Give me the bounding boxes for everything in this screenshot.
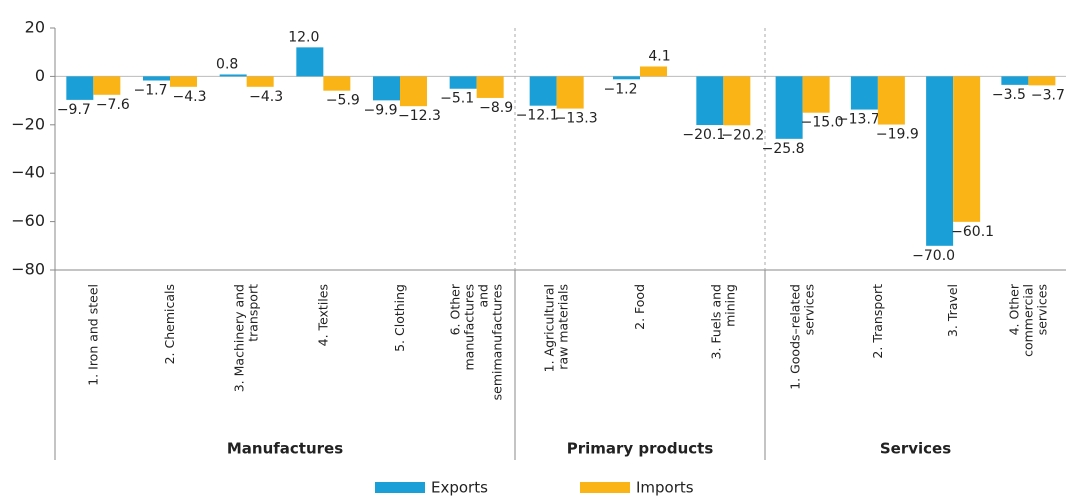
data-label: −9.9 — [364, 102, 398, 118]
y-tick-label: −40 — [11, 163, 45, 182]
bar — [850, 76, 878, 110]
x-tick-label: 5. Clothing — [392, 284, 407, 352]
bar — [529, 76, 557, 106]
y-tick-label: 20 — [25, 18, 45, 37]
legend-swatch — [580, 482, 630, 493]
bar — [400, 76, 427, 107]
bar — [449, 76, 477, 89]
bar — [143, 76, 170, 81]
data-label: −9.7 — [57, 102, 91, 118]
data-label: −3.5 — [992, 87, 1026, 103]
group-label: Manufactures — [227, 440, 343, 458]
data-label: −7.6 — [96, 97, 130, 113]
data-label: −15.0 — [801, 115, 844, 131]
bar — [953, 76, 981, 222]
bar — [373, 76, 400, 101]
x-tick-label: 2. Food — [632, 284, 647, 330]
bar — [246, 76, 274, 87]
y-tick-label: −60 — [11, 211, 45, 230]
data-label: 12.0 — [288, 29, 319, 45]
data-label: −1.7 — [134, 83, 168, 99]
data-label: −4.3 — [173, 89, 207, 105]
x-tick-label: 4. Textiles — [315, 284, 330, 346]
data-label: −60.1 — [951, 224, 994, 240]
group-label: Primary products — [567, 440, 714, 458]
data-label: −20.2 — [721, 127, 764, 143]
x-tick-label: 2. Chemicals — [162, 284, 177, 364]
group-label: Services — [880, 440, 951, 458]
bar — [219, 74, 247, 77]
bar — [613, 76, 640, 80]
data-label: −13.3 — [555, 111, 598, 127]
bar — [476, 76, 504, 98]
data-label: −8.9 — [479, 100, 513, 116]
bar — [170, 76, 197, 87]
data-label: −5.1 — [440, 91, 474, 107]
y-tick-label: 0 — [35, 66, 45, 85]
bar — [926, 76, 954, 246]
data-label: −5.9 — [326, 93, 360, 109]
x-tick-label: 6. Othermanufacturesandsemimanufactures — [447, 283, 504, 400]
data-label: −25.8 — [762, 141, 805, 157]
x-tick-label: 4. Othercommercialservices — [1006, 283, 1049, 357]
bar — [640, 66, 667, 77]
data-label: −20.1 — [682, 127, 725, 143]
legend-swatch — [375, 482, 425, 493]
data-label: −12.1 — [516, 108, 559, 124]
x-tick-label: 3. Machinery andtransport — [231, 284, 260, 392]
legend-label: Imports — [636, 479, 694, 497]
data-label: −4.3 — [249, 89, 283, 105]
x-tick-label: 1. Goods–relatedservices — [787, 284, 816, 390]
legend-label: Exports — [431, 479, 488, 497]
data-label: 4.1 — [648, 48, 670, 64]
y-tick-label: −80 — [11, 260, 45, 279]
bar — [1001, 76, 1029, 85]
bar — [1028, 76, 1056, 86]
bar — [696, 76, 724, 126]
data-label: −13.7 — [837, 112, 880, 128]
bar — [323, 76, 351, 91]
bar — [775, 76, 803, 139]
x-tick-label: 2. Transport — [869, 284, 884, 359]
x-tick-label: 1. Agriculturalraw materials — [541, 284, 570, 372]
data-label: −3.7 — [1031, 87, 1065, 103]
x-tick-label: 3. Travel — [945, 284, 960, 337]
bar — [556, 76, 584, 109]
bar — [802, 76, 830, 113]
data-label: −1.2 — [604, 81, 638, 97]
data-label: −70.0 — [912, 248, 955, 264]
x-tick-label: 1. Iron and steel — [85, 284, 100, 386]
bar — [93, 76, 121, 95]
data-label: 0.8 — [216, 56, 238, 72]
y-tick-label: −20 — [11, 114, 45, 133]
bar — [66, 76, 94, 100]
bar — [296, 47, 324, 77]
x-tick-label: 3. Fuels andmining — [708, 284, 737, 360]
bar — [723, 76, 751, 126]
data-label: −12.3 — [398, 108, 441, 124]
data-label: −19.9 — [876, 127, 919, 143]
bar — [877, 76, 905, 125]
